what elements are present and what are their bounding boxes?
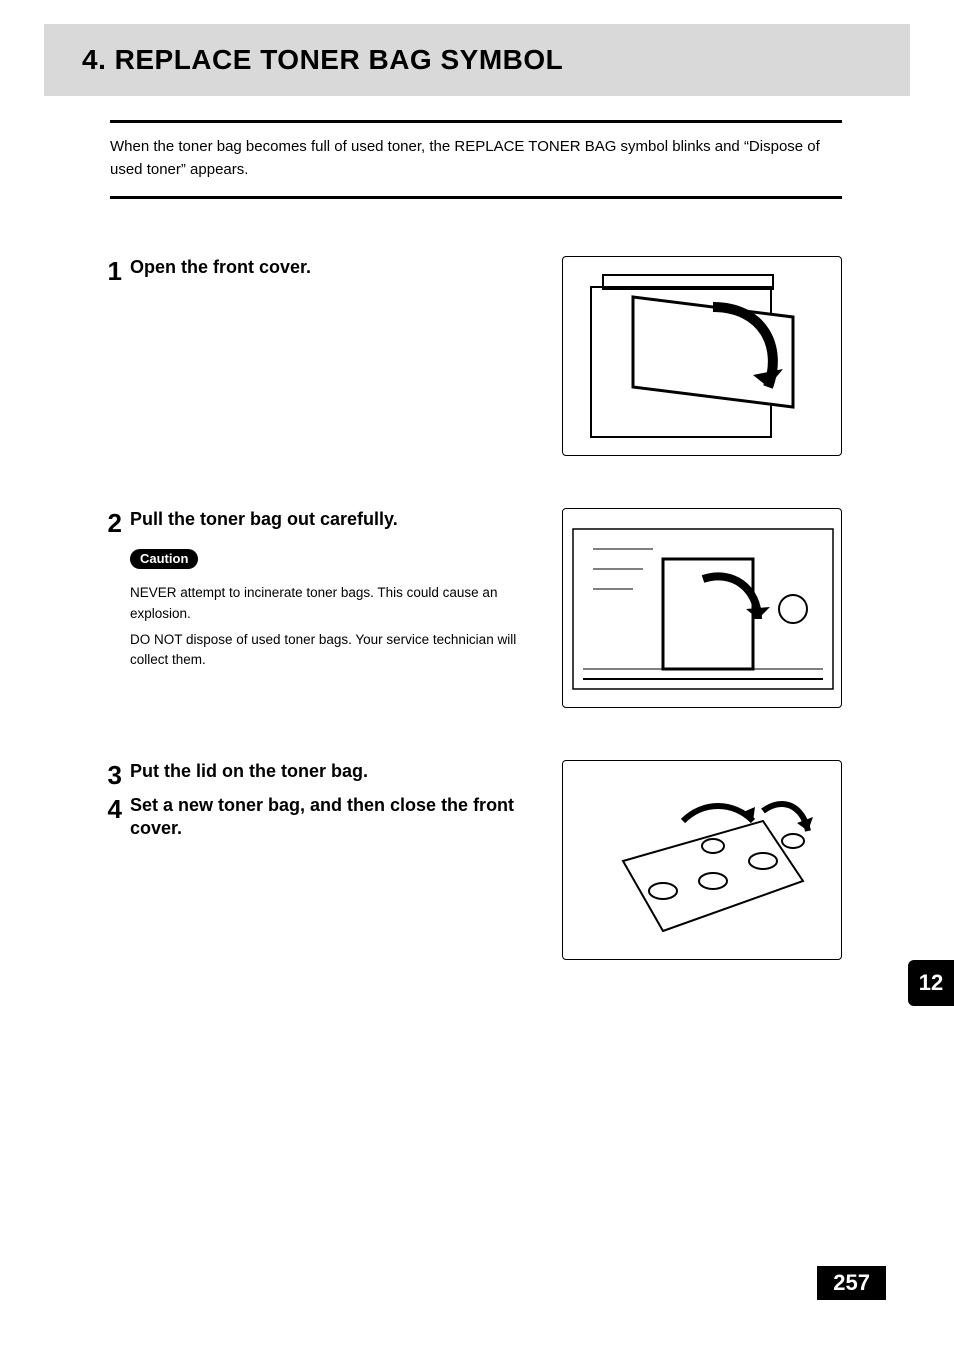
step-number: 2 bbox=[100, 508, 130, 536]
section-title-bar: 4. REPLACE TONER BAG SYMBOL bbox=[44, 24, 910, 96]
step-heading: Pull the toner bag out carefully. bbox=[130, 508, 542, 531]
page-number-box: 257 bbox=[817, 1266, 886, 1300]
step-number: 4 bbox=[100, 794, 130, 841]
step-heading: Open the front cover. bbox=[130, 256, 542, 279]
step-3-4: 3 Put the lid on the toner bag. 4 Set a … bbox=[100, 760, 842, 960]
section-title: 4. REPLACE TONER BAG SYMBOL bbox=[82, 44, 563, 76]
intro-text: When the toner bag becomes full of used … bbox=[110, 123, 842, 196]
step-number: 1 bbox=[100, 256, 130, 284]
figure-toner-bag-lid bbox=[562, 760, 842, 960]
caution-text-1: NEVER attempt to incinerate toner bags. … bbox=[130, 583, 542, 624]
step-1: 1 Open the front cover. bbox=[100, 256, 842, 456]
figure-front-cover bbox=[562, 256, 842, 456]
step-heading: Put the lid on the toner bag. bbox=[130, 760, 542, 783]
caution-text-2: DO NOT dispose of used toner bags. Your … bbox=[130, 630, 542, 671]
step-heading: Set a new toner bag, and then close the … bbox=[130, 794, 542, 841]
caution-badge: Caution bbox=[130, 549, 198, 569]
divider-bottom bbox=[110, 196, 842, 199]
figure-toner-bag-pull bbox=[562, 508, 842, 708]
chapter-tab: 12 bbox=[908, 960, 954, 1006]
chapter-number: 12 bbox=[919, 970, 943, 996]
step-2: 2 Pull the toner bag out carefully. Caut… bbox=[100, 508, 842, 708]
step-number: 3 bbox=[100, 760, 130, 788]
steps-list: 1 Open the front cover. 2 Pull the toner… bbox=[100, 248, 842, 960]
intro-block: When the toner bag becomes full of used … bbox=[110, 120, 842, 199]
page-number: 257 bbox=[833, 1270, 870, 1296]
